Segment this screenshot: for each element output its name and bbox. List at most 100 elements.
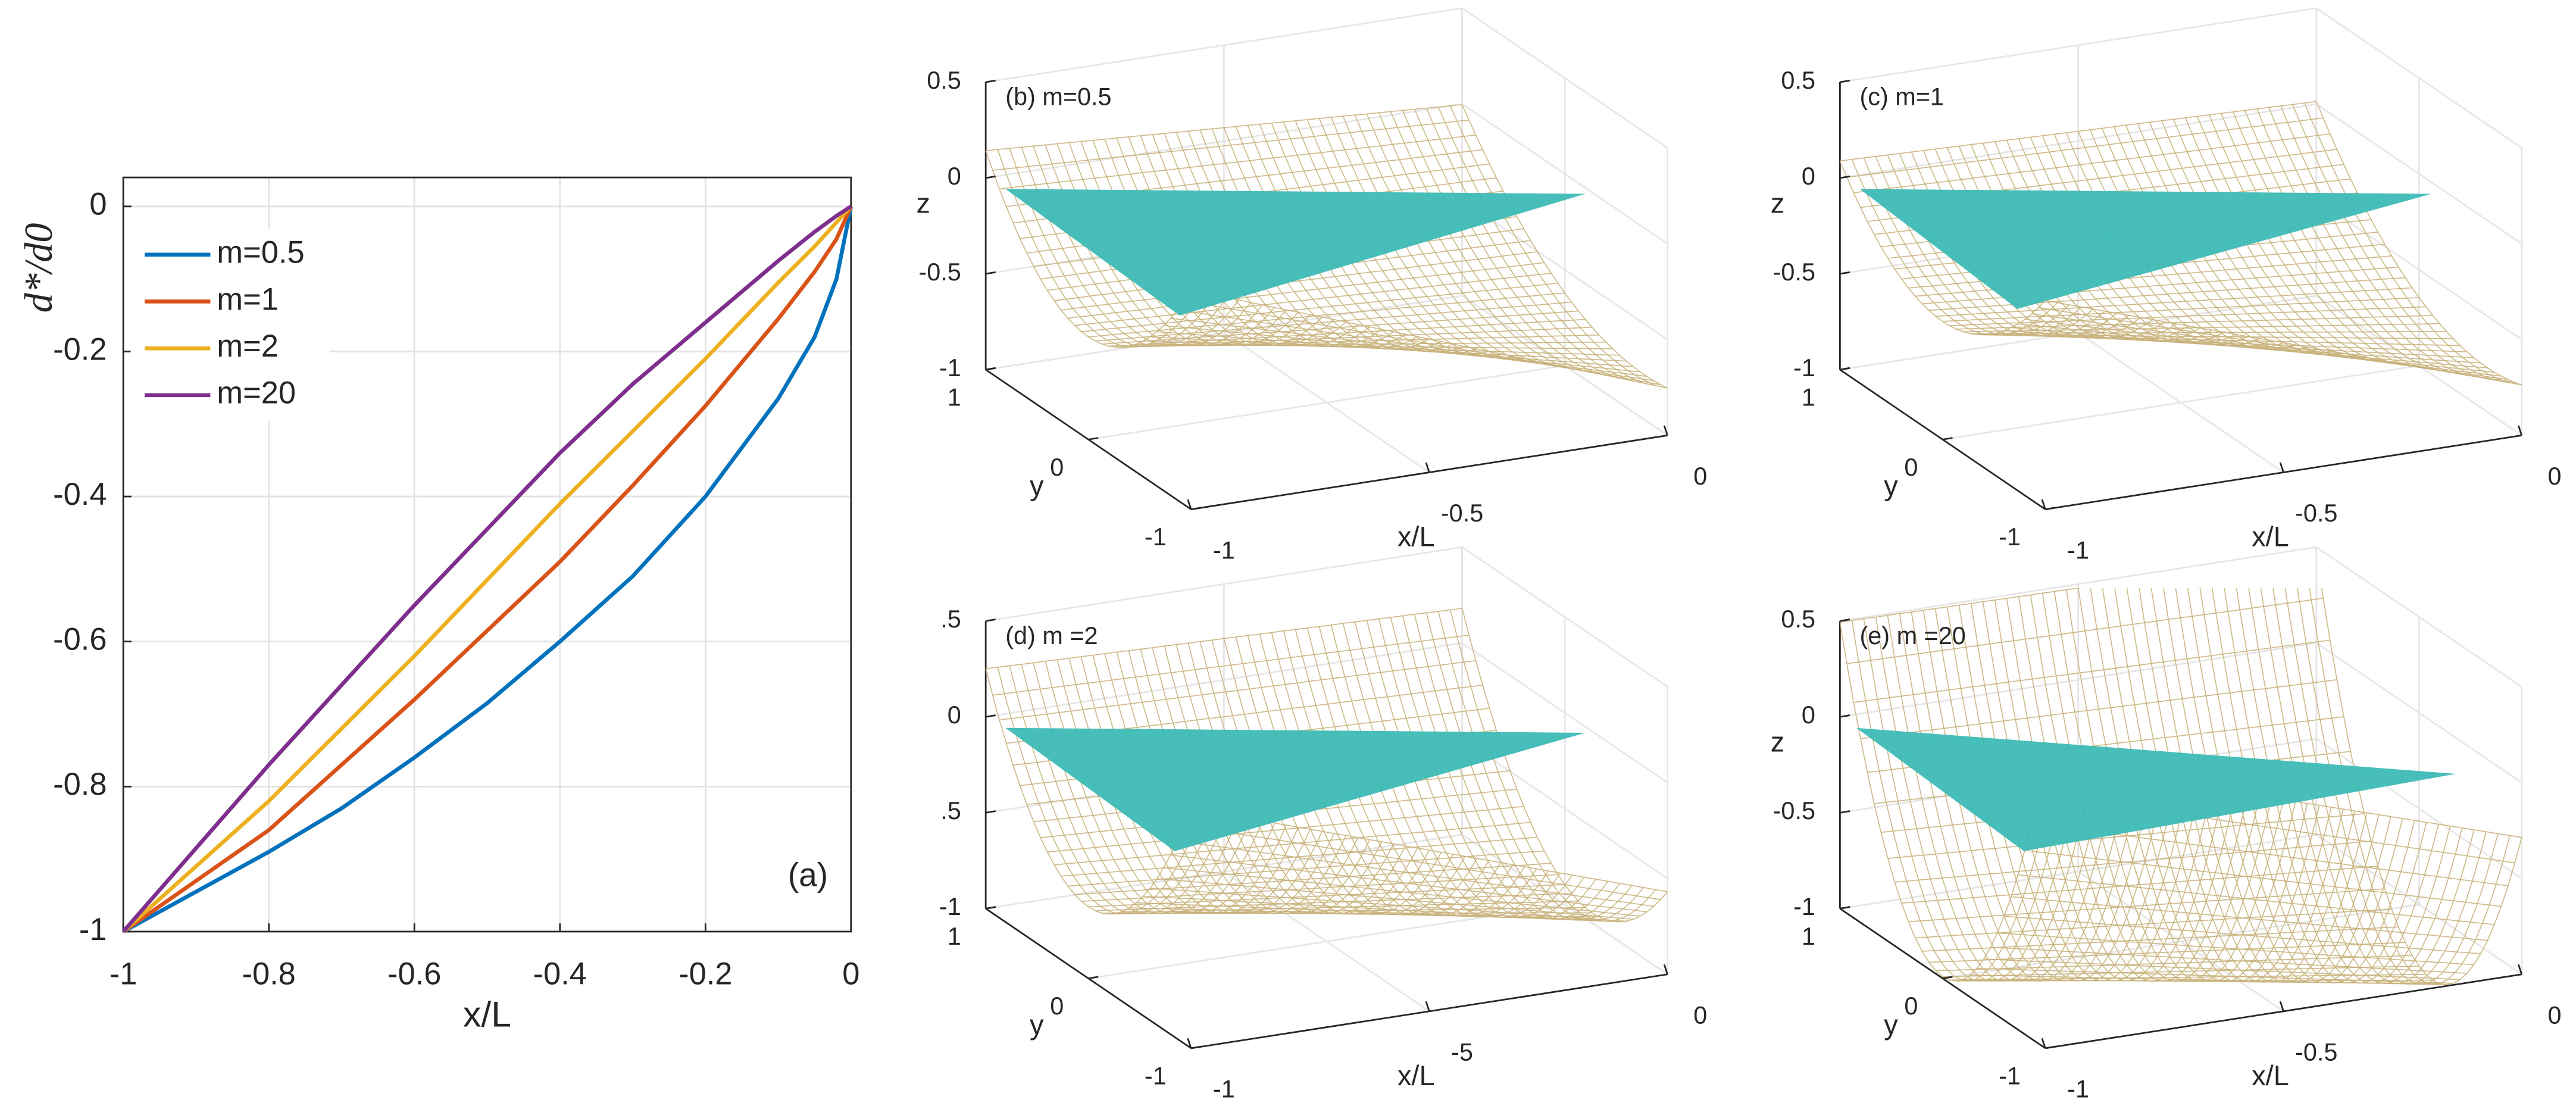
mesh-line	[1095, 301, 1572, 342]
mesh-line	[1102, 310, 1579, 345]
z-axis-label: z	[1771, 727, 1784, 758]
mesh-line	[1956, 979, 2433, 982]
mesh-line	[1840, 588, 2081, 623]
teal-surface	[1856, 727, 2456, 851]
mesh-line	[1922, 926, 2399, 952]
z-tick-label: 0	[1802, 163, 1815, 190]
x-tick-label: 0	[2547, 1001, 2561, 1029]
legend-label: m=0.5	[217, 236, 304, 270]
mesh-line	[992, 119, 1470, 171]
x-tick	[2041, 499, 2046, 510]
x-tick	[1187, 499, 1192, 510]
teal-surface	[1005, 727, 1586, 851]
mesh-line	[1922, 266, 2399, 305]
mesh-line	[1115, 326, 1593, 348]
panel: -1 -0.5 0 0.5 -1 0 1 -1 -0.5 0 (e) m =20 z y x/L	[1771, 546, 2562, 1103]
z-tick-label: -0.5	[1773, 258, 1815, 286]
z-axis-label: z	[917, 188, 930, 218]
x-tick-label: -0.8	[242, 957, 295, 991]
legend-box	[130, 229, 330, 421]
x-tick	[1187, 1038, 1192, 1049]
z-tick	[985, 619, 996, 622]
mesh-line	[1074, 273, 1552, 326]
mesh-line	[1977, 334, 2453, 339]
legend-label: m=1	[217, 282, 278, 317]
mesh-line	[1081, 283, 1558, 333]
z-tick-label: -1	[1793, 893, 1815, 920]
y-tick-label: 1	[948, 923, 961, 950]
y-tick-label: -0.4	[53, 477, 107, 512]
y-tick-label: 1	[1802, 384, 1815, 411]
mesh-line	[1047, 805, 1524, 852]
x-tick-label: 0	[842, 957, 859, 991]
mesh-line	[1928, 277, 2406, 311]
mesh-line	[1853, 133, 2330, 193]
x-tick-label: 0	[1693, 1001, 1707, 1029]
y-tick-label: 0	[1904, 992, 1918, 1020]
z-tick-label: -1	[939, 893, 961, 920]
grid-line	[1840, 833, 2317, 910]
x-tick-label: -1	[1213, 1076, 1235, 1103]
mesh-line	[1983, 334, 2461, 346]
z-tick	[1840, 271, 1850, 275]
y-tick-label: 0	[1904, 454, 1918, 481]
x-tick	[1663, 964, 1668, 975]
z-tick-label: 0.5	[927, 67, 961, 94]
mesh-line	[1990, 947, 2467, 974]
mesh-line	[1846, 117, 2324, 178]
mesh-line	[1088, 292, 1565, 338]
y-tick	[1088, 976, 1099, 979]
z-tick-label: 0	[948, 163, 961, 190]
mesh-line	[1061, 836, 1538, 877]
y-tick-label: -1	[1999, 1063, 2021, 1090]
line-series	[122, 206, 854, 933]
z-tick	[985, 175, 996, 179]
x-tick	[2517, 964, 2523, 975]
x-tick-label: -0.5	[2295, 499, 2337, 527]
y-tick-label: -1	[79, 913, 107, 947]
mesh-line	[2018, 874, 2494, 925]
line-series	[122, 205, 853, 933]
mesh-line	[1840, 101, 2316, 162]
z-tick-label: 0.5	[1781, 605, 1815, 633]
y-tick-label: -0.8	[53, 767, 107, 802]
legend-label: m=2	[217, 329, 278, 364]
mesh-line	[1908, 888, 2385, 923]
grid-line	[1942, 904, 2419, 979]
line-series	[121, 205, 853, 933]
mesh-line	[1129, 341, 1606, 347]
x-tick	[2517, 425, 2523, 436]
x-tick	[2041, 1038, 2046, 1049]
z-tick-label: -0.5	[1773, 797, 1815, 824]
mesh-line	[1969, 330, 2447, 335]
y-tick	[1840, 367, 1850, 371]
x-tick-label: -1	[110, 957, 137, 991]
x-tick-label: 0	[1693, 463, 1707, 490]
mesh-line	[1109, 318, 1586, 347]
x-tick-label: -1	[1213, 536, 1235, 564]
z-tick	[1840, 79, 1850, 83]
y-tick	[1190, 1045, 1201, 1049]
x-axis-label: x/L	[2252, 1060, 2289, 1091]
y-tick	[1190, 507, 1201, 510]
panel-title: (e) m =20	[1859, 622, 1965, 649]
y-axis-label: y	[1884, 470, 1898, 501]
z-tick-label: -0.5	[918, 258, 961, 286]
legend-label: m=20	[217, 376, 296, 411]
z-tick-label: -1	[939, 354, 961, 382]
y-axis-label: y	[1884, 1009, 1898, 1040]
y-tick	[1942, 437, 1953, 441]
mesh-line	[1949, 306, 2426, 326]
mesh-line	[992, 634, 1470, 696]
x-tick-label: -0.6	[387, 957, 441, 991]
mesh-line	[1887, 813, 2365, 859]
mesh-line	[986, 607, 1462, 670]
mesh-line	[1936, 955, 2412, 972]
mesh-line	[1054, 821, 1531, 866]
mesh-line	[986, 104, 1462, 151]
mesh-line	[2024, 318, 2502, 377]
z-tick-label: 0	[948, 701, 961, 729]
y-tick-label: 1	[948, 384, 961, 411]
grid-line	[1840, 7, 2317, 83]
